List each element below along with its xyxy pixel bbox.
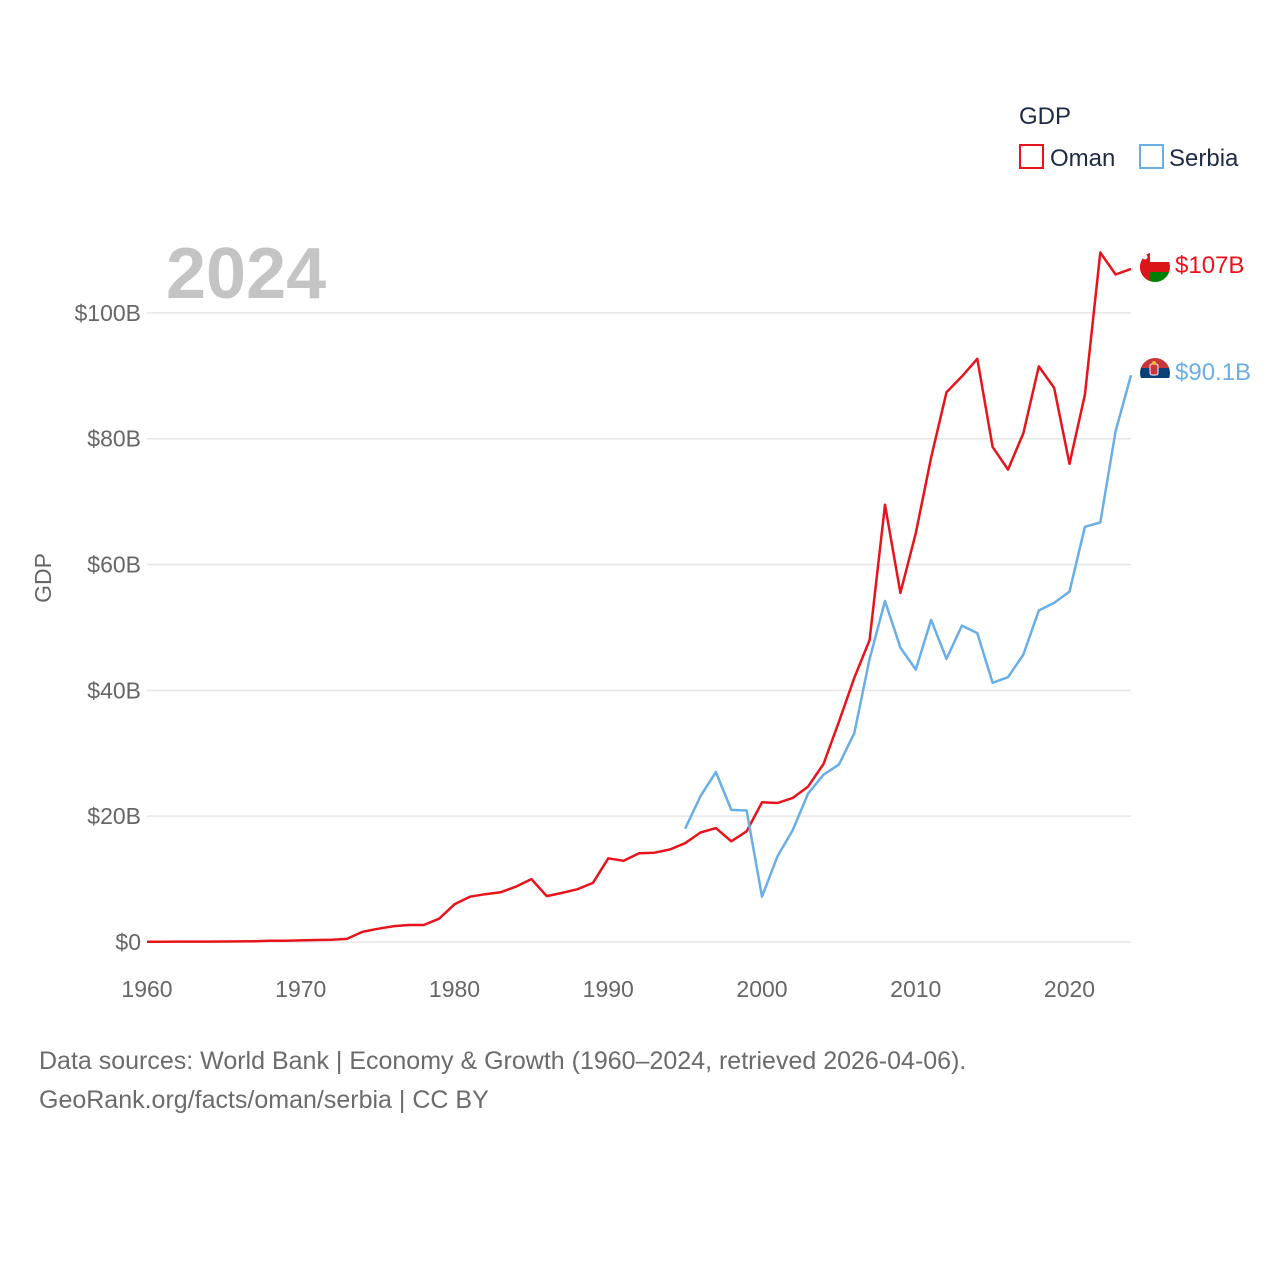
end-marker-oman[interactable]: $107B [1140, 252, 1244, 282]
x-tick-label: 1990 [583, 976, 634, 1002]
x-axis-ticks: 1960 1970 1980 1990 2000 2010 2020 [121, 976, 1095, 1002]
license-line[interactable]: GeoRank.org/facts/oman/serbia | CC BY [39, 1086, 489, 1114]
y-axis-ticks: $0 $20B $40B $60B $80B $100B [74, 300, 141, 955]
x-tick-label: 2010 [890, 976, 941, 1002]
end-marker-serbia[interactable]: $90.1B [1140, 358, 1251, 388]
y-tick-label: $60B [87, 552, 141, 578]
legend-label-serbia: Serbia [1169, 145, 1239, 172]
footer: Data sources: World Bank | Economy & Gro… [39, 1047, 966, 1114]
x-tick-label: 2020 [1044, 976, 1095, 1002]
y-tick-label: $40B [87, 677, 141, 703]
x-tick-label: 2000 [736, 976, 787, 1002]
end-label-serbia: $90.1B [1175, 359, 1251, 386]
legend-swatch-oman [1019, 144, 1044, 169]
gridlines [147, 312, 1131, 943]
legend-swatch-serbia [1139, 144, 1164, 169]
x-tick-label: 1960 [121, 976, 172, 1002]
y-tick-label: $80B [87, 426, 141, 452]
legend-label-oman: Oman [1050, 145, 1115, 172]
series-line-serbia[interactable] [683, 374, 1133, 898]
serbia-flag-icon [1140, 358, 1170, 388]
legend: GDP Oman Serbia [1019, 103, 1239, 172]
end-label-oman: $107B [1175, 252, 1244, 279]
series-line-oman[interactable] [147, 251, 1132, 943]
y-tick-label: $100B [74, 300, 141, 326]
x-tick-label: 1970 [275, 976, 326, 1002]
oman-flag-icon [1140, 252, 1170, 282]
y-tick-label: $0 [115, 929, 141, 955]
data-source-line: Data sources: World Bank | Economy & Gro… [39, 1047, 966, 1075]
legend-title: GDP [1019, 103, 1071, 130]
series-lines [147, 251, 1133, 943]
legend-item-serbia[interactable]: Serbia [1139, 144, 1239, 172]
y-tick-label: $20B [87, 803, 141, 829]
x-tick-label: 1980 [429, 976, 480, 1002]
y-axis-title: GDP [30, 553, 56, 603]
legend-item-oman[interactable]: Oman [1019, 144, 1115, 172]
year-label: 2024 [166, 234, 326, 314]
